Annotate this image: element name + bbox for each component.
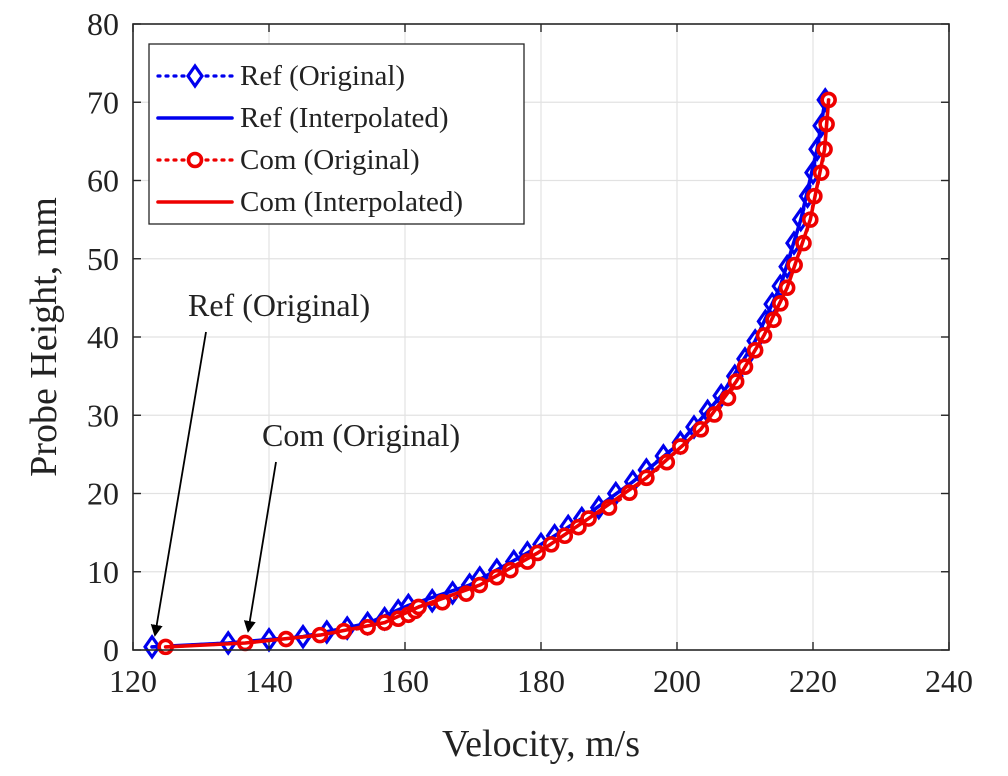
series-line xyxy=(163,98,831,649)
legend-label-com-original: Com (Original) xyxy=(240,144,420,176)
annotation-arrow xyxy=(150,331,207,637)
y-tick-label: 60 xyxy=(87,163,119,199)
annotation-ref-original: Ref (Original) xyxy=(188,287,370,323)
x-tick-label: 240 xyxy=(925,663,973,699)
y-axis-label: Probe Height, mm xyxy=(23,197,65,477)
legend-box xyxy=(148,43,525,225)
x-tick-label: 120 xyxy=(109,663,157,699)
y-tick-label: 80 xyxy=(87,6,119,42)
legend-sample-marker xyxy=(186,151,204,169)
y-tick-label: 30 xyxy=(87,397,119,433)
x-tick-label: 200 xyxy=(653,663,701,699)
annotations: Ref (Original) Com (Original) xyxy=(150,287,460,637)
legend: Ref (Original) Ref (Interpolated) Com (O… xyxy=(148,43,525,225)
legend-label-com-interpolated: Com (Interpolated) xyxy=(240,186,463,218)
series-layer xyxy=(143,87,837,660)
x-tick-label: 220 xyxy=(789,663,837,699)
y-tick-label: 20 xyxy=(87,476,119,512)
legend-sample-marker xyxy=(186,63,204,89)
legend-label-ref-original: Ref (Original) xyxy=(240,60,405,92)
legend-label-ref-interpolated: Ref (Interpolated) xyxy=(240,102,449,134)
y-tick-label: 0 xyxy=(103,632,119,668)
x-axis-label: Velocity, m/s xyxy=(442,723,640,765)
y-tick-label: 10 xyxy=(87,554,119,590)
x-tick-label: 180 xyxy=(517,663,565,699)
x-tick-label: 140 xyxy=(245,663,293,699)
y-tick-label: 50 xyxy=(87,241,119,277)
tick-labels: 120 140 160 180 200 220 240 0 10 20 30 40 50 60 70 80 xyxy=(87,6,973,699)
x-tick-label: 160 xyxy=(381,663,429,699)
annotation-com-original: Com (Original) xyxy=(262,417,460,453)
y-tick-label: 70 xyxy=(87,84,119,120)
y-tick-label: 40 xyxy=(87,319,119,355)
series-3 xyxy=(163,98,831,649)
annotation-arrow xyxy=(243,461,277,633)
